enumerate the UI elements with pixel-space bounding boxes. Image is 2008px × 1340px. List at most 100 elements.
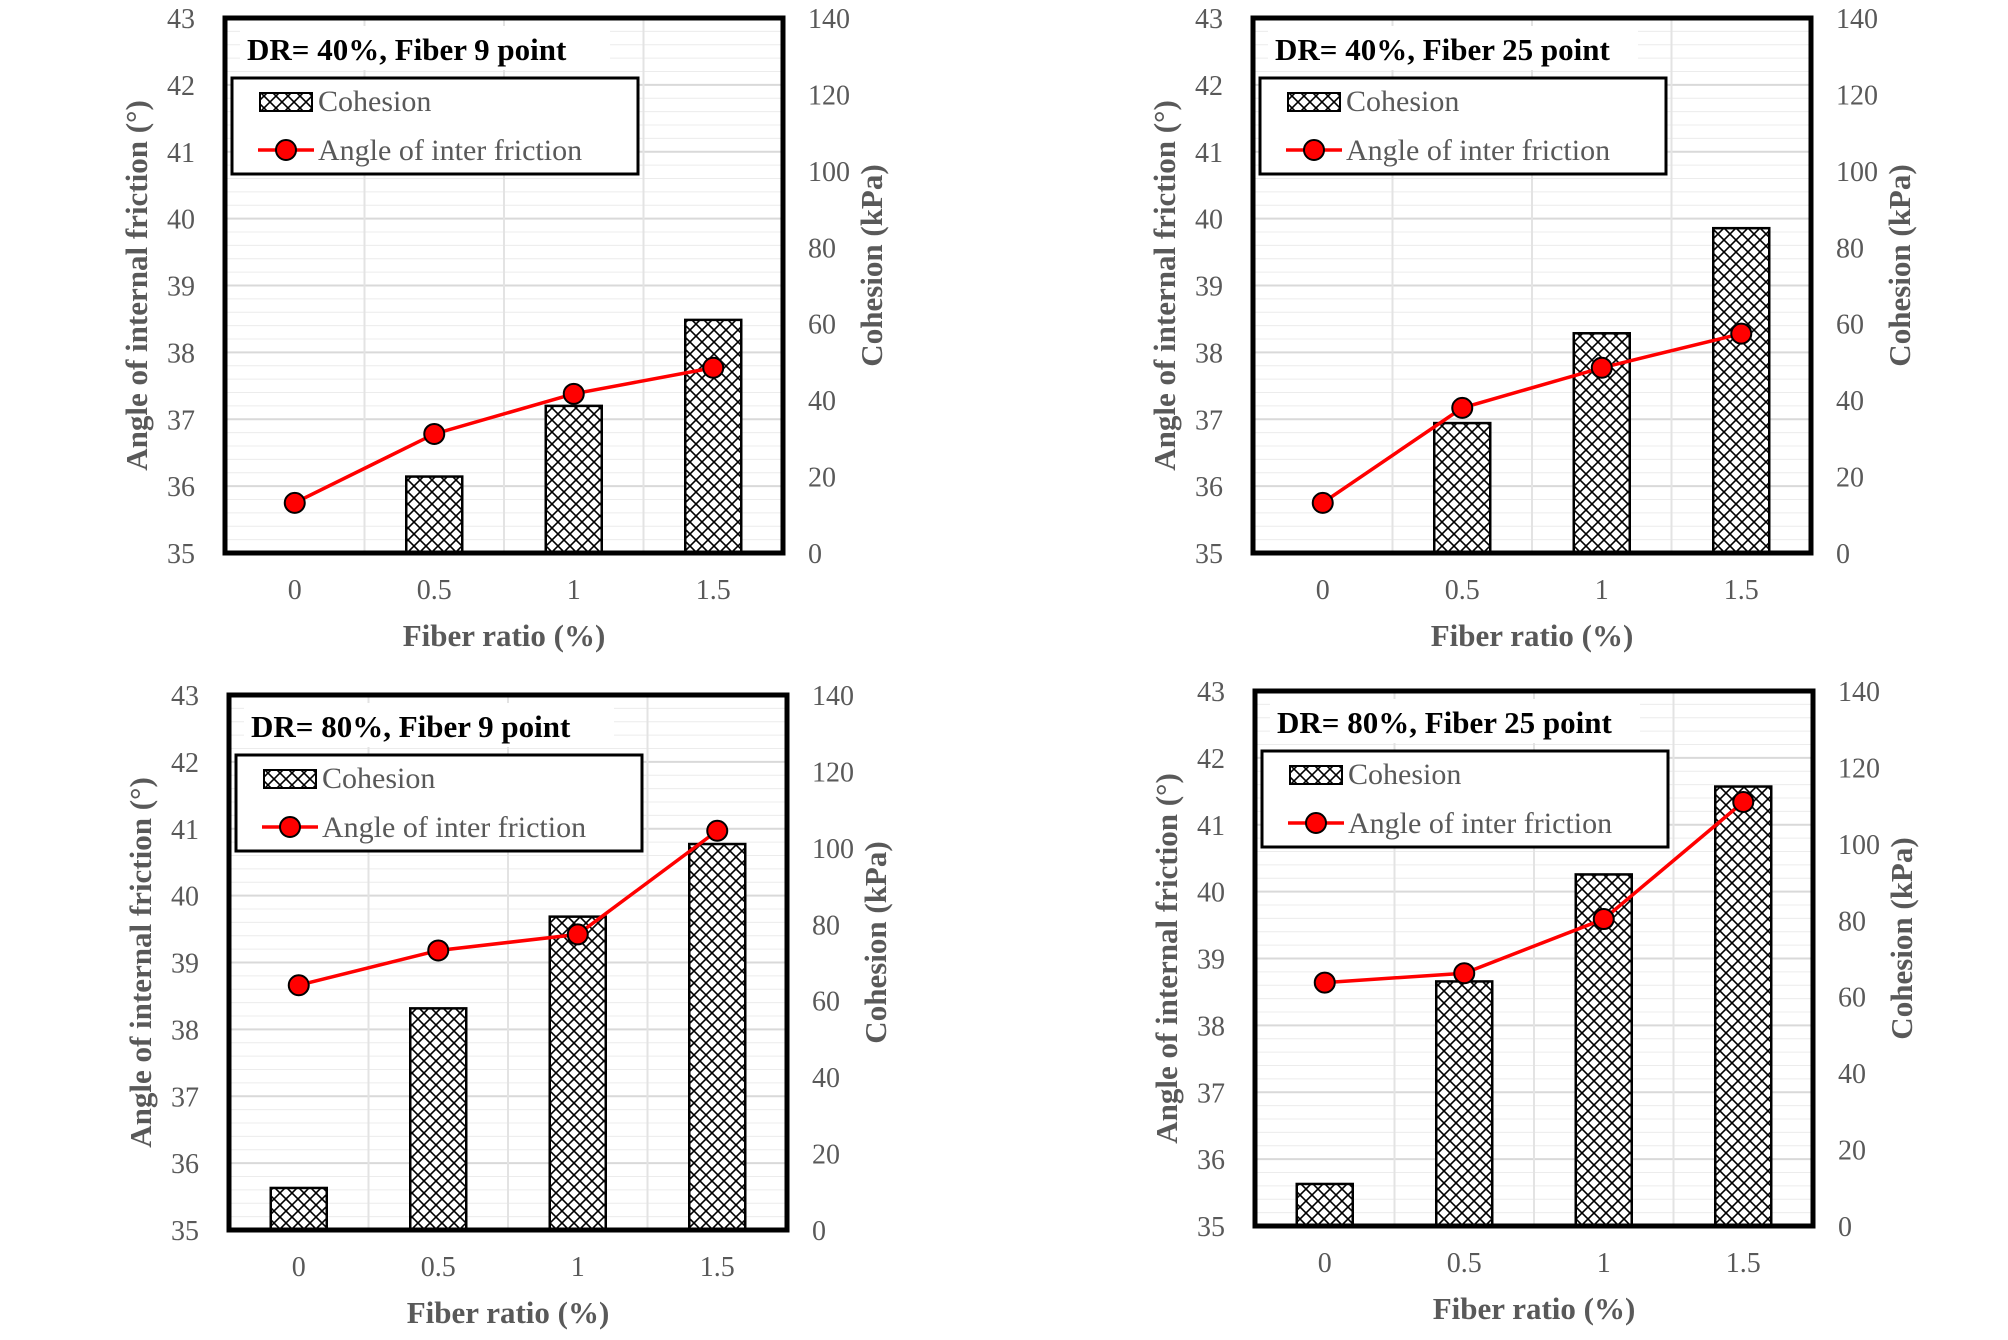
legend-marker-swatch <box>275 139 297 161</box>
chart-dr40-fiber9: 35 36 37 38 39 40 41 42 43 0 20 40 60 80 100 120 140 0 0.5… <box>0 0 1000 658</box>
y-tick-label: 40 <box>1195 205 1223 236</box>
chart-title: DR= 80%, Fiber 9 point <box>251 709 571 744</box>
chart-title: DR= 80%, Fiber 25 point <box>1277 705 1613 740</box>
y2-tick-label: 0 <box>1836 539 1850 570</box>
title-bg <box>1268 26 1638 70</box>
y2-tick-label: 60 <box>1836 310 1864 341</box>
legend-label: Cohesion <box>322 762 435 795</box>
y-tick-label: 35 <box>167 539 195 570</box>
cohesion-bar <box>544 404 603 555</box>
y-tick-label: 40 <box>167 205 195 236</box>
y-tick-label: 39 <box>1197 945 1225 976</box>
x-tick-label: 0.5 <box>1445 575 1480 606</box>
plot-frame <box>1250 15 1814 556</box>
angle-line <box>298 829 719 987</box>
y2-tick-label: 60 <box>812 987 840 1018</box>
x-tick-label: 0 <box>292 1252 306 1283</box>
y2-axis-title: Cohesion (kPa) <box>1882 164 1917 366</box>
legend-box <box>234 753 644 853</box>
y2-tick-label: 120 <box>812 757 854 788</box>
y-tick-label: 37 <box>1195 405 1223 436</box>
angle-marker <box>423 422 446 445</box>
angle-line <box>1324 800 1745 985</box>
y-tick-label: 39 <box>167 272 195 303</box>
y2-tick-label: 80 <box>812 910 840 941</box>
legend-label: Angle of inter friction <box>322 811 586 844</box>
cohesion-bar <box>1295 1182 1354 1228</box>
legend-label: Cohesion <box>1346 85 1459 118</box>
y-tick-label: 41 <box>1195 138 1223 169</box>
angle-marker <box>1311 491 1334 514</box>
cohesion-bar <box>684 318 743 555</box>
plot-frame <box>1252 688 1816 1229</box>
y-tick-label: 39 <box>1195 272 1223 303</box>
y2-tick-label: 40 <box>1836 386 1864 417</box>
y-tick-label: 42 <box>1195 71 1223 102</box>
x-axis-title: Fiber ratio (%) <box>1433 1291 1636 1326</box>
x-tick-label: 1.5 <box>696 575 731 606</box>
cohesion-bar <box>1712 226 1771 555</box>
y2-tick-label: 20 <box>808 463 836 494</box>
y-tick-label: 42 <box>171 748 199 779</box>
y2-tick-label: 100 <box>812 834 854 865</box>
y-axis-title: Angle of internal friction (°) <box>123 777 158 1148</box>
y2-tick-label: 60 <box>1838 983 1866 1014</box>
x-tick-label: 1 <box>1595 575 1609 606</box>
chart-svg: 35 36 37 38 39 40 41 42 43 0 20 40 60 80 100 120 140 0 0.5… <box>123 681 893 1330</box>
x-axis-title: Fiber ratio (%) <box>403 618 606 653</box>
legend: Cohesion Angle of inter friction <box>230 76 640 176</box>
y2-tick-label: 140 <box>1838 677 1880 708</box>
angle-marker <box>1313 971 1336 994</box>
plot-frame <box>222 15 786 556</box>
y2-tick-label: 100 <box>808 157 850 188</box>
chart-title: DR= 40%, Fiber 25 point <box>1275 32 1611 67</box>
y2-tick-label: 140 <box>808 4 850 35</box>
y2-tick-label: 60 <box>808 310 836 341</box>
y-tick-label: 38 <box>1195 338 1223 369</box>
angle-marker <box>562 382 585 405</box>
y-tick-label: 41 <box>171 815 199 846</box>
angle-line <box>293 366 714 505</box>
x-tick-label: 1.5 <box>1726 1248 1761 1279</box>
title-bg <box>240 26 610 70</box>
x-tick-label: 0.5 <box>421 1252 456 1283</box>
y-tick-label: 43 <box>1195 4 1223 35</box>
y-tick-label: 37 <box>167 405 195 436</box>
legend-label: Angle of inter friction <box>1348 807 1612 840</box>
x-tick-label: 1 <box>567 575 581 606</box>
cohesion-bar <box>1574 873 1633 1228</box>
y2-tick-label: 80 <box>1836 233 1864 264</box>
y2-tick-label: 100 <box>1838 830 1880 861</box>
y2-tick-label: 100 <box>1836 157 1878 188</box>
y-tick-label: 42 <box>1197 744 1225 775</box>
chart-svg: 35 36 37 38 39 40 41 42 43 0 20 40 60 80 100 120 140 0 0.5… <box>119 4 889 653</box>
legend-bar-swatch <box>1289 765 1343 785</box>
y2-tick-label: 40 <box>808 386 836 417</box>
y2-tick-label: 20 <box>1836 463 1864 494</box>
y-tick-label: 36 <box>171 1149 199 1180</box>
y-tick-label: 36 <box>1197 1145 1225 1176</box>
legend: Cohesion Angle of inter friction <box>1260 749 1670 849</box>
legend: Cohesion Angle of inter friction <box>1258 76 1668 176</box>
cohesion-bar <box>409 1007 468 1232</box>
y2-tick-label: 40 <box>1838 1059 1866 1090</box>
angle-marker <box>287 974 310 997</box>
chart-title: DR= 40%, Fiber 9 point <box>247 32 567 67</box>
y-tick-label: 35 <box>1197 1212 1225 1243</box>
angle-marker <box>1730 322 1753 345</box>
cohesion-bar <box>269 1186 328 1232</box>
chart-dr80-fiber9: 35 36 37 38 39 40 41 42 43 0 20 40 60 80 100 120 140 0 0.5… <box>4 677 1004 1335</box>
y-tick-label: 43 <box>1197 677 1225 708</box>
y-axis-title: Angle of internal friction (°) <box>1149 773 1184 1144</box>
legend-bar-swatch <box>259 92 313 112</box>
legend-marker-swatch <box>279 816 301 838</box>
chart-dr40-fiber25: 35 36 37 38 39 40 41 42 43 0 20 40 60 80 100 120 140 0 0.5… <box>1028 0 2008 658</box>
y-tick-label: 38 <box>1197 1011 1225 1042</box>
legend-bar-swatch <box>1287 92 1341 112</box>
y2-tick-label: 0 <box>1838 1212 1852 1243</box>
y2-tick-label: 120 <box>808 80 850 111</box>
x-tick-label: 1 <box>1597 1248 1611 1279</box>
chart-dr80-fiber25: 35 36 37 38 39 40 41 42 43 0 20 40 60 80 100 120 140 0 0.5… <box>1030 673 2008 1331</box>
y2-tick-label: 120 <box>1836 80 1878 111</box>
x-axis-title: Fiber ratio (%) <box>1431 618 1634 653</box>
